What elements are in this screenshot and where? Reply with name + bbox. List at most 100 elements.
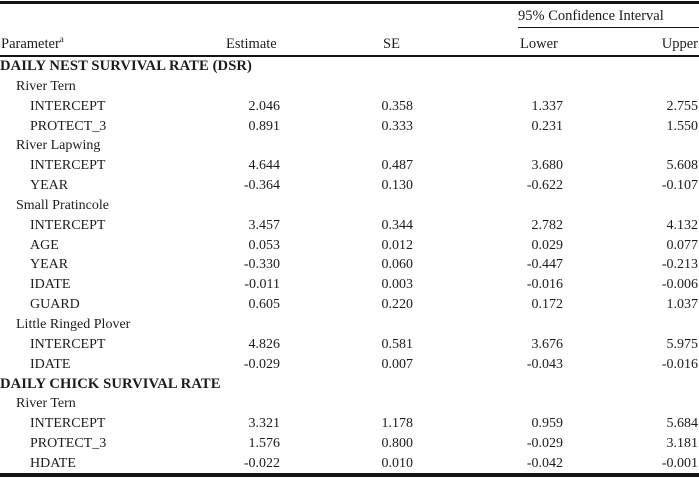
- estimate-value: 0.053: [248, 237, 281, 253]
- param-label: IDATE: [30, 277, 71, 293]
- param-label: INTERCEPT: [30, 217, 106, 233]
- confidence-interval-underline: [518, 27, 699, 28]
- lower-value: -0.016: [526, 277, 563, 293]
- param-label: INTERCEPT: [30, 336, 106, 352]
- estimate-value: 0.891: [248, 118, 281, 134]
- species-label: Small Pratincole: [16, 197, 109, 213]
- estimate-value: 4.826: [248, 336, 281, 352]
- lower-value: 0.172: [531, 297, 564, 313]
- se-value: 0.344: [381, 217, 414, 233]
- species-label: River Tern: [16, 78, 76, 94]
- table-row-species: River Tern: [0, 77, 698, 97]
- table-top-rule: [0, 1, 699, 4]
- parameter-label: Parameter: [1, 36, 60, 52]
- table-row-section: DAILY NEST SURVIVAL RATE (DSR): [0, 57, 698, 77]
- param-label: HDATE: [30, 455, 76, 471]
- lower-value: 3.680: [531, 158, 564, 174]
- column-header-se: SE: [383, 36, 400, 52]
- estimate-value: 3.457: [248, 217, 281, 233]
- upper-value: -0.006: [661, 277, 698, 293]
- estimate-value: -0.364: [243, 178, 280, 194]
- upper-value: 5.975: [666, 336, 699, 352]
- upper-value: 2.755: [666, 98, 699, 114]
- estimate-value: -0.011: [244, 277, 280, 293]
- se-value: 1.178: [381, 416, 414, 432]
- lower-value: 0.231: [531, 118, 564, 134]
- se-value: 0.358: [381, 98, 414, 114]
- upper-value: 0.077: [666, 237, 699, 253]
- se-value: 0.012: [381, 237, 414, 253]
- se-value: 0.800: [381, 436, 414, 452]
- upper-value: 3.181: [666, 436, 699, 452]
- lower-value: -0.622: [526, 178, 563, 194]
- column-header-lower: Lower: [520, 36, 558, 52]
- estimate-value: 4.644: [248, 158, 281, 174]
- param-label: GUARD: [30, 297, 80, 313]
- se-value: 0.007: [381, 356, 414, 372]
- param-label: AGE: [30, 237, 59, 253]
- param-label: YEAR: [30, 257, 69, 273]
- se-value: 0.003: [381, 277, 414, 293]
- param-label: IDATE: [30, 356, 71, 372]
- lower-value: 1.337: [531, 98, 564, 114]
- table-row-param: YEAR -0.364 0.130 -0.622 -0.107: [0, 176, 698, 196]
- column-header-upper: Upper: [661, 36, 698, 52]
- table-row-param: AGE 0.053 0.012 0.029 0.077: [0, 236, 698, 256]
- table-bottom-rule: [0, 472, 699, 477]
- upper-value: -0.107: [661, 178, 698, 194]
- param-label: PROTECT_3: [30, 436, 107, 452]
- table-row-param: PROTECT_3 0.891 0.333 0.231 1.550: [0, 117, 698, 137]
- estimate-value: 0.605: [248, 297, 281, 313]
- species-label: River Lapwing: [16, 138, 101, 154]
- se-value: 0.581: [381, 336, 414, 352]
- section-label: DAILY NEST SURVIVAL RATE (DSR): [0, 58, 253, 74]
- lower-value: -0.042: [526, 455, 563, 471]
- species-label: River Tern: [16, 396, 76, 412]
- table-row-section: DAILY CHICK SURVIVAL RATE: [0, 375, 698, 395]
- upper-value: 1.550: [666, 118, 699, 134]
- section-label: DAILY CHICK SURVIVAL RATE: [0, 375, 221, 392]
- se-value: 0.487: [381, 158, 414, 174]
- table-row-param: YEAR -0.330 0.060 -0.447 -0.213: [0, 255, 698, 275]
- table-row-param: GUARD 0.605 0.220 0.172 1.037: [0, 295, 698, 315]
- table-row-param: IDATE -0.011 0.003 -0.016 -0.006: [0, 275, 698, 295]
- table-row-param: PROTECT_3 1.576 0.800 -0.029 3.181: [0, 434, 698, 454]
- upper-value: 5.608: [666, 158, 699, 174]
- estimate-value: 2.046: [248, 98, 281, 114]
- table-row-param: HDATE -0.022 0.010 -0.042 -0.001: [0, 454, 698, 474]
- lower-value: 2.782: [531, 217, 564, 233]
- confidence-interval-group-header: 95% Confidence Interval: [518, 8, 664, 24]
- column-header-estimate: Estimate: [226, 36, 277, 52]
- se-value: 0.220: [381, 297, 414, 313]
- table-row-species: Little Ringed Plover: [0, 315, 698, 335]
- estimate-value: -0.022: [243, 455, 280, 471]
- se-value: 0.060: [381, 257, 414, 273]
- column-header-parameter: Parametera: [1, 35, 64, 52]
- lower-value: 0.959: [531, 416, 564, 432]
- lower-value: 0.029: [531, 237, 564, 253]
- lower-value: -0.043: [526, 356, 563, 372]
- upper-value: 4.132: [666, 217, 699, 233]
- upper-value: -0.016: [661, 356, 698, 372]
- se-value: 0.010: [381, 455, 414, 471]
- se-value: 0.333: [381, 118, 414, 134]
- upper-value: 5.684: [666, 416, 699, 432]
- table-row-param: INTERCEPT 4.644 0.487 3.680 5.608: [0, 156, 698, 176]
- param-label: INTERCEPT: [30, 416, 106, 432]
- table-row-species: River Lapwing: [0, 136, 698, 156]
- table-row-species: Small Pratincole: [0, 196, 698, 216]
- se-value: 0.130: [381, 178, 414, 194]
- table-row-param: INTERCEPT 3.321 1.178 0.959 5.684: [0, 414, 698, 434]
- upper-value: -0.001: [661, 455, 698, 471]
- header-separator-rule: [0, 55, 699, 57]
- estimate-value: -0.330: [243, 257, 280, 273]
- estimate-value: -0.029: [243, 356, 280, 372]
- estimate-value: 3.321: [248, 416, 281, 432]
- table-row-param: INTERCEPT 3.457 0.344 2.782 4.132: [0, 216, 698, 236]
- param-label: PROTECT_3: [30, 118, 107, 134]
- param-label: INTERCEPT: [30, 158, 106, 174]
- param-label: INTERCEPT: [30, 98, 106, 114]
- species-label: Little Ringed Plover: [16, 316, 131, 332]
- estimate-value: 1.576: [248, 436, 281, 452]
